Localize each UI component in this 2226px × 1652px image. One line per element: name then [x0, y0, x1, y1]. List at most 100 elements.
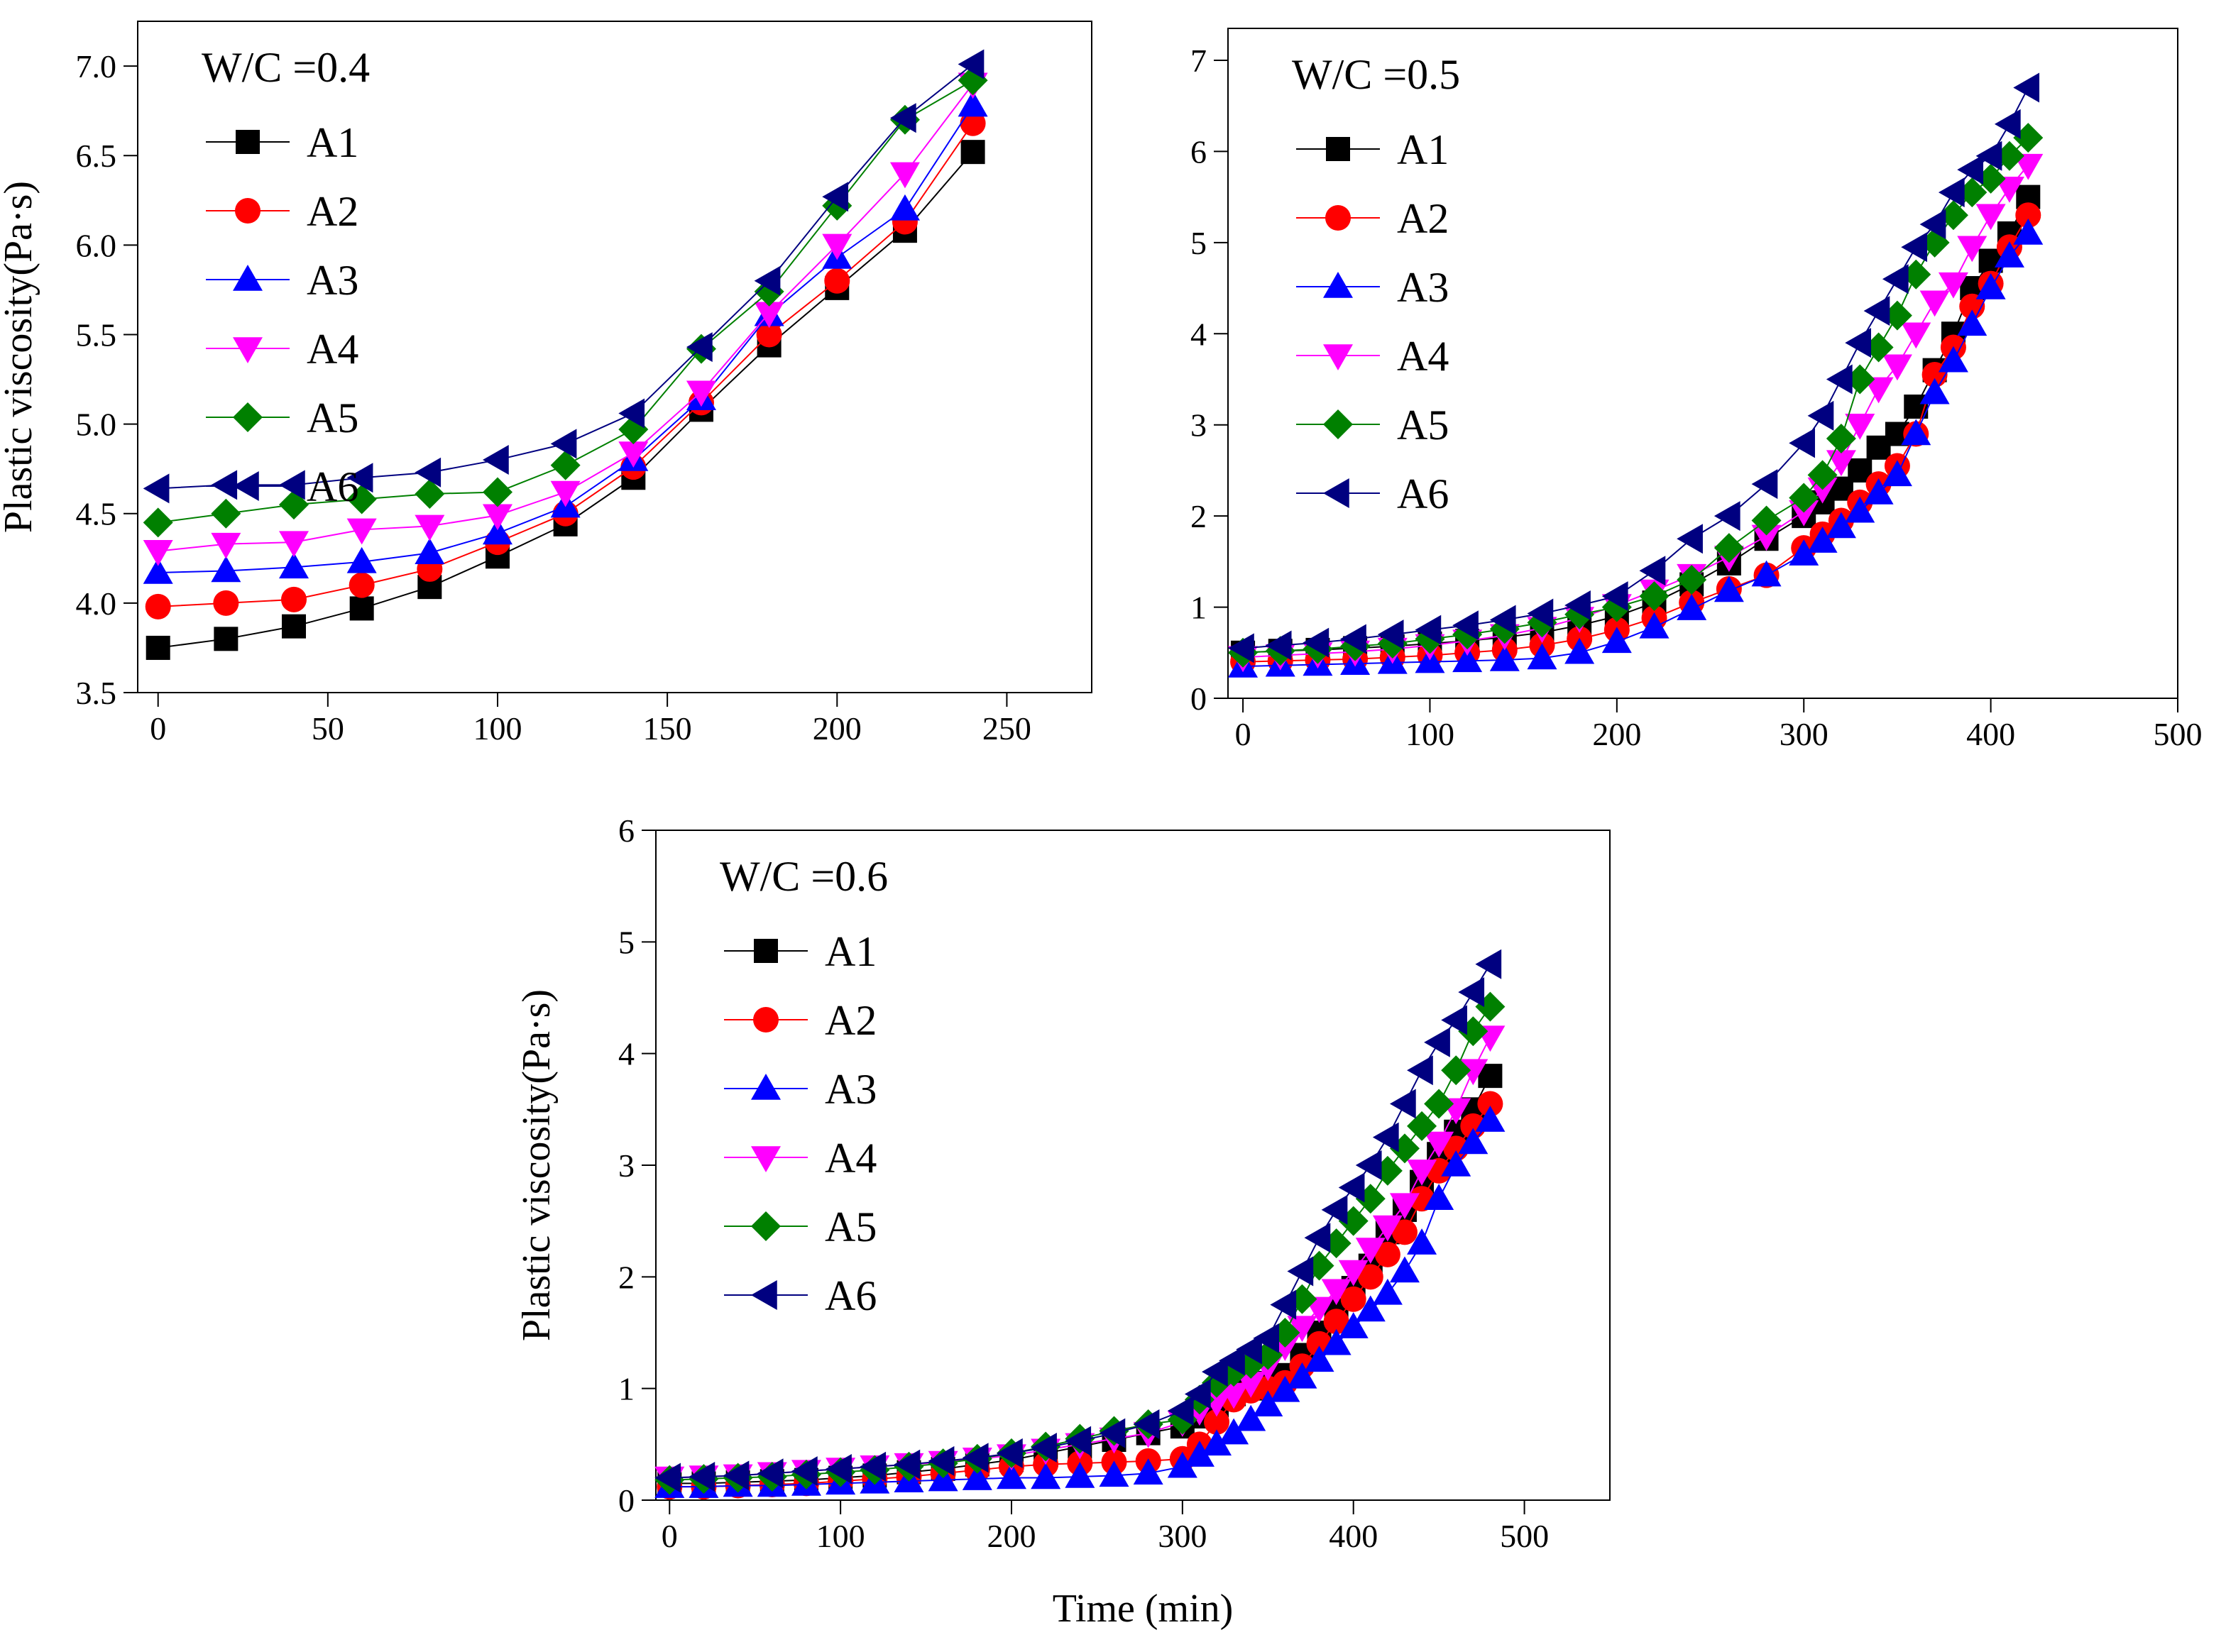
data-point-a3 — [346, 546, 377, 573]
data-point-a5 — [1677, 565, 1707, 595]
data-point-a2 — [1460, 1113, 1486, 1139]
data-point-a5 — [1994, 141, 2024, 171]
data-point-a1 — [146, 635, 170, 660]
legend-marker-a1 — [1326, 137, 1350, 161]
data-point-a5 — [2013, 123, 2044, 153]
data-point-a6 — [1287, 1256, 1314, 1287]
y-tick-label: 3.5 — [76, 675, 117, 711]
data-point-a4 — [1863, 377, 1894, 404]
data-point-a6 — [1919, 209, 1946, 240]
legend-label-a2: A2 — [1397, 195, 1449, 242]
data-point-a5 — [415, 478, 445, 509]
data-point-a6 — [1389, 1089, 1416, 1119]
data-point-a6 — [1807, 400, 1834, 431]
data-point-a4 — [550, 480, 581, 507]
data-point-a6 — [1304, 1223, 1331, 1253]
data-point-a3 — [1133, 1458, 1163, 1485]
data-point-a4 — [1919, 290, 1950, 317]
data-point-a4 — [1826, 450, 1856, 477]
x-tick-label: 200 — [987, 1518, 1036, 1554]
data-point-a3 — [1489, 645, 1520, 671]
legend-label-a2: A2 — [307, 188, 358, 235]
legend-label-a5: A5 — [307, 395, 358, 441]
panel-wc-0-6: 0 100 200 300 400 500 0 1 2 3 4 5 6 Plastic viscosity… — [515, 813, 1611, 1554]
y-tick-label: 5 — [618, 924, 635, 960]
x-tick-label: 500 — [1500, 1518, 1549, 1554]
data-point-a1 — [349, 596, 374, 621]
data-point-a6 — [962, 1443, 989, 1473]
y-tick-label: 4 — [1190, 316, 1207, 352]
data-point-a2 — [145, 593, 171, 620]
data-point-a6 — [1355, 1150, 1382, 1180]
panel-title: W/C =0.6 — [720, 853, 888, 900]
data-point-a6 — [1415, 615, 1442, 645]
data-point-a6 — [723, 1460, 750, 1491]
data-point-a6 — [1789, 428, 1815, 458]
legend-marker-a1 — [754, 939, 778, 963]
data-point-a5 — [143, 507, 173, 538]
legend-label-a4: A4 — [825, 1135, 877, 1182]
data-point-a3 — [1031, 1463, 1061, 1489]
data-point-a4 — [822, 233, 852, 260]
data-point-a6 — [791, 1456, 818, 1487]
y-tick-label: 7.0 — [76, 48, 117, 84]
data-point-a1 — [214, 627, 238, 651]
series-line-a2 — [669, 1103, 1491, 1488]
data-point-a6 — [689, 1461, 716, 1492]
y-tick-label: 5.5 — [76, 316, 117, 353]
data-point-a2 — [1204, 1409, 1230, 1435]
data-point-a6 — [1065, 1426, 1092, 1456]
data-point-a3 — [1845, 496, 1875, 523]
y-tick-label: 6.0 — [76, 227, 117, 263]
data-point-a3 — [1863, 478, 1894, 505]
data-point-a4 — [618, 441, 649, 468]
data-point-a6 — [894, 1449, 921, 1480]
data-point-a3 — [2013, 218, 2044, 245]
data-point-a1 — [282, 614, 307, 639]
data-point-a5 — [1863, 332, 1894, 363]
data-point-a6 — [1639, 556, 1666, 586]
data-point-a3 — [889, 194, 920, 221]
data-point-a5 — [1424, 1089, 1454, 1119]
data-point-a3 — [1372, 1278, 1403, 1305]
data-point-a4 — [143, 539, 173, 566]
data-point-a3 — [1882, 460, 1912, 487]
data-point-a3 — [1424, 1184, 1454, 1210]
data-point-a6 — [1957, 155, 1984, 185]
data-point-a6 — [1751, 469, 1778, 500]
x-tick-label: 400 — [1966, 716, 2015, 752]
data-point-a3 — [1270, 1375, 1300, 1402]
data-point-a2 — [1477, 1091, 1503, 1117]
data-point-a3 — [1338, 1312, 1369, 1338]
data-point-a6 — [1938, 177, 1965, 208]
data-point-a2 — [1391, 1219, 1418, 1245]
data-point-a6 — [1219, 1345, 1245, 1376]
data-point-a6 — [1303, 627, 1329, 658]
y-tick-label: 3 — [1190, 407, 1207, 444]
data-point-a6 — [826, 1453, 852, 1484]
data-point-a6 — [279, 470, 305, 500]
data-point-a4 — [1372, 1215, 1403, 1242]
legend-label-a6: A6 — [1397, 470, 1449, 517]
data-point-a4 — [1355, 1238, 1386, 1264]
data-point-a2 — [1323, 1309, 1349, 1335]
data-point-a6 — [1338, 1172, 1365, 1203]
data-point-a3 — [1714, 576, 1744, 602]
y-tick-label: 7 — [1190, 43, 1207, 79]
x-tick-label: 100 — [1405, 716, 1454, 752]
panel-title: W/C =0.4 — [202, 44, 370, 91]
legend-marker-a1 — [236, 130, 260, 154]
data-point-a6 — [686, 332, 713, 363]
legend-label-a3: A3 — [1397, 264, 1449, 311]
data-point-a5 — [1714, 533, 1744, 563]
data-point-a4 — [1407, 1160, 1437, 1186]
legend-marker-a3 — [1323, 272, 1353, 298]
data-point-a3 — [1458, 1128, 1488, 1155]
legend-marker-a5 — [1323, 409, 1353, 439]
data-point-a6 — [1253, 1323, 1280, 1353]
data-point-a5 — [1845, 364, 1875, 395]
x-tick-label: 0 — [150, 710, 166, 747]
data-point-a3 — [1901, 419, 1931, 446]
data-point-a4 — [1236, 1372, 1266, 1398]
y-tick-label: 5.0 — [76, 407, 117, 443]
